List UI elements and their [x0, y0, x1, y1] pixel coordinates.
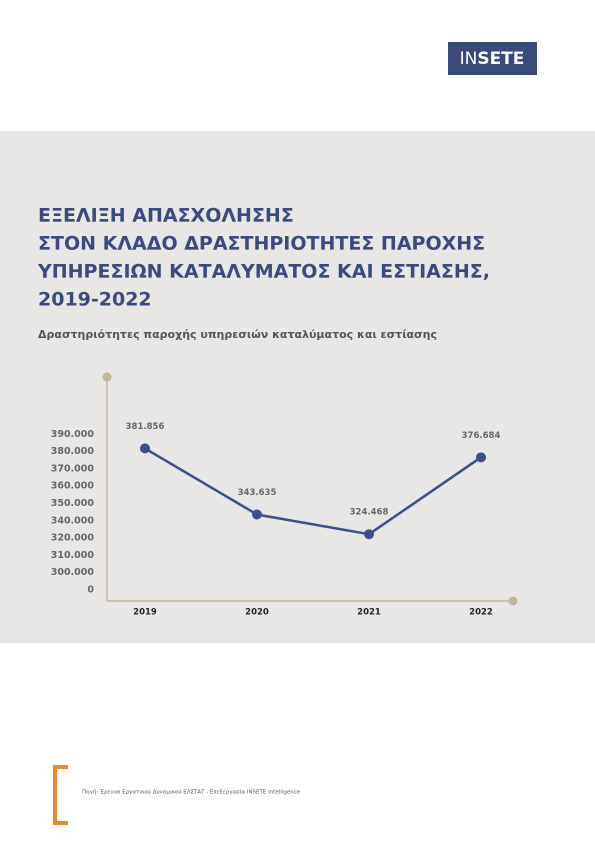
- logo-light: IN: [460, 49, 478, 69]
- source: Πηγή: Έρευνα Εργατικού Δυναμικού ΕΛΣΤΑΤ …: [82, 789, 301, 796]
- x-tick-label: 2022: [469, 608, 493, 618]
- y-tick-label: 320.000: [51, 533, 95, 544]
- y-tick-label: 0: [87, 585, 94, 596]
- y-tick-label: 340.000: [51, 515, 95, 526]
- value-label: 376.684: [462, 431, 501, 441]
- axis-cap: [508, 596, 518, 606]
- logo-box: [448, 42, 537, 75]
- value-label: 324.468: [350, 508, 389, 518]
- x-tick-label: 2019: [133, 608, 157, 618]
- title-line: ΣΤΟΝ ΚΛΑΔΟ ΔΡΑΣΤΗΡΙΟΤΗΤΕΣ ΠΑΡΟΧΗΣ: [38, 233, 485, 255]
- title-line: 2019-2022: [38, 289, 152, 311]
- y-tick-label: 370.000: [51, 463, 95, 474]
- marker: [476, 452, 486, 463]
- logo: INSETE: [460, 49, 525, 69]
- y-tick-label: 380.000: [51, 446, 95, 457]
- y-tick-label: 350.000: [51, 498, 95, 509]
- panel: [0, 131, 595, 643]
- marker: [140, 443, 150, 454]
- title-line: ΥΠΗΡΕΣΙΩΝ ΚΑΤΑΛΥΜΑΤΟΣ ΚΑΙ ΕΣΤΙΑΣΗΣ,: [37, 261, 490, 283]
- value-label: 381.856: [126, 422, 165, 432]
- marker: [252, 509, 262, 520]
- title-line: ΕΞΕΛΙΞΗ ΑΠΑΣΧΟΛΗΣΗΣ: [38, 205, 294, 227]
- marker: [364, 529, 374, 540]
- title: ΕΞΕΛΙΞΗ ΑΠΑΣΧΟΛΗΣΗΣ ΣΤΟΝ ΚΛΑΔΟ ΔΡΑΣΤΗΡΙΟ…: [37, 205, 490, 311]
- value-label: 343.635: [238, 488, 277, 498]
- bracket: [53, 765, 57, 825]
- x-tick-label: 2021: [357, 608, 381, 618]
- logo-bold: SETE: [477, 49, 524, 69]
- axis-cap: [102, 372, 112, 382]
- y-tick-label: 300.000: [51, 567, 95, 578]
- line: [144, 447, 482, 536]
- x-tick-label: 2020: [245, 608, 269, 618]
- y-tick-label: 360.000: [51, 481, 95, 492]
- y-tick-label: 310.000: [51, 550, 95, 561]
- y-tick-label: 390.000: [51, 429, 95, 440]
- bracket: [53, 765, 68, 769]
- subtitle: Δραστηριότητες παροχής υπηρεσιών καταλύμ…: [38, 328, 437, 341]
- bracket: [53, 821, 68, 825]
